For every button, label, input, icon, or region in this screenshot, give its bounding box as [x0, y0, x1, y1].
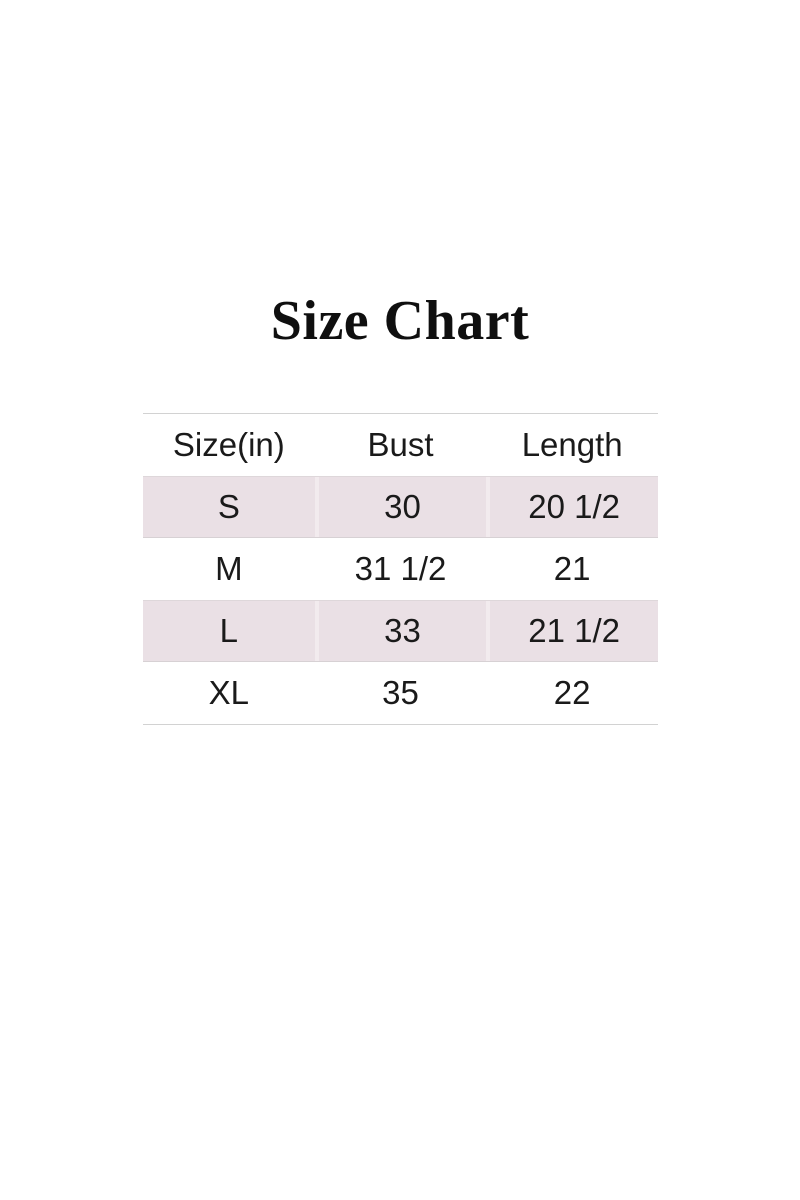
page-title: Size Chart — [270, 290, 530, 352]
table-row-s: S 30 20 1/2 — [143, 476, 658, 538]
table-row-l: L 33 21 1/2 — [143, 600, 658, 662]
cell-length: 21 — [553, 550, 591, 587]
cell-bust: 30 — [314, 477, 487, 537]
cell-length: 21 1/2 — [486, 601, 658, 661]
table-row-m: M 31 1/2 21 — [143, 538, 658, 600]
table-header-row: Size(in) Bust Length — [143, 414, 658, 476]
size-table: Size(in) Bust Length S 30 20 1/2 M 31 1/… — [143, 413, 658, 725]
column-header-bust: Bust — [367, 426, 434, 463]
column-header-size: Size(in) — [172, 426, 285, 463]
cell-size: S — [143, 477, 315, 537]
cell-size: L — [143, 601, 315, 661]
cell-bust: 33 — [314, 601, 487, 661]
column-header-length: Length — [521, 426, 623, 463]
cell-size: XL — [208, 674, 250, 711]
cell-length: 22 — [553, 674, 591, 711]
cell-bust: 35 — [382, 674, 419, 711]
cell-bust: 31 1/2 — [354, 550, 447, 587]
table-row-xl: XL 35 22 — [143, 662, 658, 724]
cell-size: M — [215, 550, 243, 587]
cell-length: 20 1/2 — [486, 477, 658, 537]
